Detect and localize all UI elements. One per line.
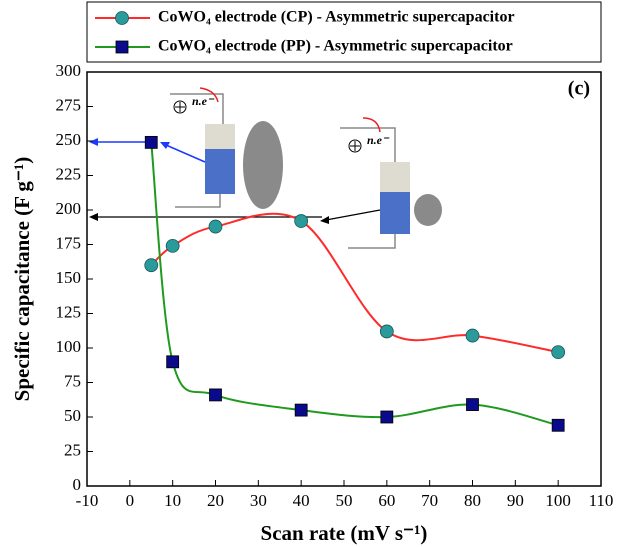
inset-electrode-1 — [170, 88, 283, 209]
x-tick-label: 70 — [421, 491, 438, 510]
data-point — [295, 215, 308, 228]
x-tick-label: 30 — [250, 491, 267, 510]
y-tick-label: 0 — [73, 475, 82, 494]
legend-marker — [116, 12, 129, 25]
x-tick-label: 40 — [293, 491, 310, 510]
y-tick-label: 125 — [56, 302, 82, 321]
y-tick-label: 225 — [56, 164, 82, 183]
electron-label: n.e⁻ — [367, 133, 390, 147]
plot-frame — [87, 72, 601, 486]
y-tick-label: 50 — [64, 406, 81, 425]
data-point — [167, 356, 179, 368]
x-tick-label: 20 — [207, 491, 224, 510]
y-tick-label: 200 — [56, 199, 82, 218]
x-tick-label: 50 — [336, 491, 353, 510]
x-tick-label: 100 — [545, 491, 571, 510]
data-point — [381, 411, 393, 423]
inset-electrode-2 — [340, 118, 442, 248]
x-axis-title: Scan rate (mV s⁻¹) — [261, 521, 428, 545]
x-tick-label: 0 — [126, 491, 135, 510]
chart: Scan rate (mV s⁻¹) Specific capacitance … — [0, 0, 624, 547]
electron-label: n.e⁻ — [192, 94, 215, 108]
data-point — [552, 419, 564, 431]
y-tick-label: 275 — [56, 95, 82, 114]
data-point — [145, 136, 157, 148]
y-tick-label: 150 — [56, 268, 82, 287]
data-point — [467, 399, 479, 411]
data-point — [209, 220, 222, 233]
data-point — [166, 239, 179, 252]
panel-label: (c) — [568, 78, 590, 100]
y-tick-label: 250 — [56, 130, 82, 149]
data-point — [295, 404, 307, 416]
series-line — [151, 214, 558, 352]
y-tick-label: 300 — [56, 61, 82, 80]
data-point — [210, 389, 222, 401]
data-point — [380, 325, 393, 338]
x-tick-label: 110 — [589, 491, 614, 510]
x-tick-label: 10 — [164, 491, 181, 510]
x-tick-label: 80 — [464, 491, 481, 510]
data-point — [552, 346, 565, 359]
page: {"chart_data": {"type": "line", "x": [5,… — [0, 0, 624, 547]
y-tick-label: 75 — [64, 371, 81, 390]
data-point — [466, 329, 479, 342]
y-tick-label: 25 — [64, 440, 81, 459]
data-point — [145, 259, 158, 272]
x-tick-label: 90 — [507, 491, 524, 510]
y-tick-label: 100 — [56, 337, 82, 356]
x-tick-label: 60 — [378, 491, 395, 510]
y-axis-title: Specific capacitance (F g⁻¹) — [10, 157, 34, 402]
legend-label: CoWO₄ electrode (CP) - Asymmetric superc… — [158, 9, 515, 26]
legend-marker — [116, 41, 128, 53]
y-tick-label: 175 — [56, 233, 82, 252]
legend-label: CoWO₄ electrode (PP) - Asymmetric superc… — [158, 38, 513, 55]
